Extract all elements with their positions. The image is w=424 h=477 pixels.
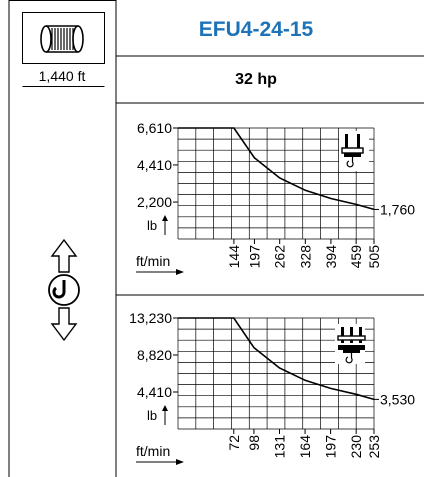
chart1-xtick-label: 459 — [348, 245, 364, 269]
chart1-xtick-label: 262 — [272, 245, 288, 269]
chart1-ytick-label: 6,610 — [137, 120, 172, 136]
chart1-xtick-label: 505 — [366, 245, 382, 269]
chart2-yarrow-head — [162, 405, 168, 411]
chart2-grid — [177, 317, 375, 430]
chart2-ytick-label: 13,230 — [129, 310, 172, 326]
chart1-xarrow-head — [176, 269, 184, 275]
chart2-xlabel: ft/min — [136, 443, 170, 459]
hook-up-down-icon — [48, 238, 80, 342]
chart1-xtick-label: 197 — [246, 245, 262, 269]
chart1-ylabel: lb — [147, 218, 157, 233]
rope-length: 1,440 ft — [38, 68, 86, 84]
chart2-end-label: 3,530 — [380, 391, 415, 407]
chart-single-trolley: 2,200 4,410 6,610 lb 1,760 144 197 262 328 394 459… — [136, 120, 415, 275]
chart2-xtick-label: 230 — [348, 435, 364, 459]
chart1-xtick-label: 328 — [297, 245, 313, 269]
chart1-xtick-label: 144 — [226, 245, 242, 269]
chart2-xtick-label: 98 — [246, 435, 262, 451]
rope-drum-icon — [40, 25, 84, 53]
chart1-curve — [178, 127, 375, 211]
chart2-xtick-label: 72 — [226, 435, 242, 451]
chart2-xtick-label: 131 — [271, 435, 287, 459]
chart2-xtick-label: 197 — [323, 435, 339, 459]
model-title: EFU4-24-15 — [198, 18, 314, 41]
chart2-xarrow-head — [176, 459, 184, 465]
chart2-xtick-label: 253 — [366, 435, 382, 459]
chart2-xtick-label: 164 — [297, 435, 313, 459]
double-trolley-icon — [337, 327, 366, 364]
chart1-yarrow-head — [162, 215, 168, 221]
chart2-curve — [178, 317, 375, 401]
chart1-xlabel: ft/min — [136, 253, 170, 269]
single-trolley-icon — [341, 134, 364, 168]
motor-power: 32 hp — [235, 71, 277, 88]
chart1-ytick-label: 2,200 — [137, 194, 172, 210]
chart2-ytick-label: 8,820 — [137, 347, 172, 363]
chart2-ytick-label: 4,410 — [137, 384, 172, 400]
chart2-ylabel: lb — [147, 408, 157, 423]
chart1-grid — [177, 127, 375, 240]
chart-double-trolley: 4,410 8,820 13,230 lb 3,530 72 98 131 164 197 230 2… — [129, 310, 415, 465]
chart1-end-label: 1,760 — [380, 201, 415, 217]
chart1-xtick-label: 394 — [323, 245, 339, 269]
chart1-ytick-label: 4,410 — [137, 157, 172, 173]
